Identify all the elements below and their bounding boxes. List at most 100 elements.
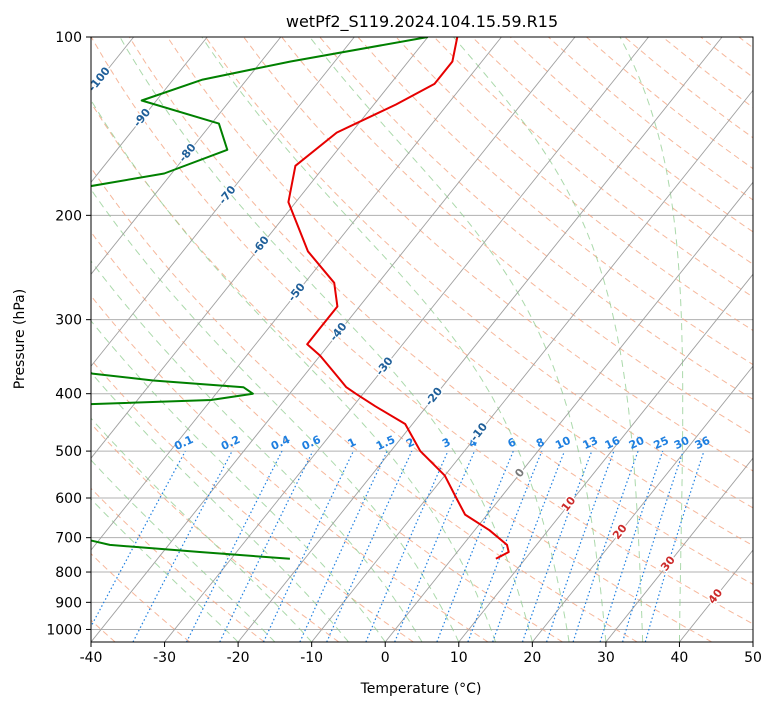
mixing-ratio-label: 1.5 xyxy=(374,433,397,453)
mixing-ratio-label: 25 xyxy=(652,434,671,452)
mixing-ratio-label: 6 xyxy=(506,435,519,450)
dry-adiabat xyxy=(205,37,753,509)
dewpoint-profile xyxy=(91,37,429,560)
moist-adiabat xyxy=(91,260,423,642)
skewed-isotherm xyxy=(91,37,429,459)
mixing-ratio-line xyxy=(326,450,413,642)
mixing-ratio-line xyxy=(186,450,283,642)
skewed-isotherm xyxy=(679,549,753,642)
dry-adiabat xyxy=(91,423,340,642)
x-tick-label: -10 xyxy=(300,650,323,666)
moist-adiabat xyxy=(91,188,460,642)
x-tick-label: 10 xyxy=(450,650,468,666)
mixing-ratio-label: 0.6 xyxy=(300,433,323,453)
dry-adiabat xyxy=(357,37,753,366)
x-tick-label: 50 xyxy=(744,650,762,666)
isotherm-label: -30 xyxy=(373,354,396,378)
dry-adiabat xyxy=(509,37,753,233)
x-tick-label: 40 xyxy=(671,650,689,666)
skewed-isotherm xyxy=(237,37,723,642)
mixing-ratio-label: 36 xyxy=(693,434,713,452)
isotherm-label: 10 xyxy=(559,494,579,514)
mixing-ratio-line xyxy=(436,450,514,642)
mixing-ratio-label: 16 xyxy=(603,434,623,452)
dry-adiabat xyxy=(471,37,753,265)
mixing-ratio-label: 13 xyxy=(581,434,600,452)
y-tick-label: 500 xyxy=(55,444,82,460)
y-tick-label: 100 xyxy=(55,30,82,46)
isotherm-label: -50 xyxy=(285,280,308,304)
dry-adiabat xyxy=(738,37,753,49)
mixing-ratio-line xyxy=(219,450,314,642)
moist-adiabat xyxy=(91,371,349,642)
mixing-ratio-label: 0.2 xyxy=(219,433,242,453)
isotherm-label: -100 xyxy=(86,64,114,94)
x-tick-label: 30 xyxy=(597,650,615,666)
mixing-ratio-line xyxy=(365,450,449,642)
mixing-ratio-line xyxy=(644,450,705,642)
dry-adiabat xyxy=(91,166,638,642)
isotherm-label: 20 xyxy=(610,521,630,541)
x-tick-label: 20 xyxy=(523,650,541,666)
moist-adiabat xyxy=(619,37,684,642)
mixing-ratio-label: 1 xyxy=(346,435,358,450)
dry-adiabat xyxy=(128,37,753,585)
mixing-ratio-line xyxy=(492,450,566,642)
y-tick-label: 800 xyxy=(55,565,82,581)
mixing-ratio-line xyxy=(572,450,639,642)
dry-adiabat xyxy=(91,37,753,625)
y-tick-label: 300 xyxy=(55,313,82,329)
x-tick-label: -20 xyxy=(227,650,250,666)
mixing-ratio-line xyxy=(521,450,593,642)
dry-adiabat xyxy=(91,487,265,642)
dry-adiabat xyxy=(319,37,753,400)
x-tick-label: 0 xyxy=(381,650,390,666)
y-axis-label: Pressure (hPa) xyxy=(12,289,28,389)
dry-adiabat xyxy=(91,358,414,642)
dry-adiabat xyxy=(395,37,753,332)
mixing-ratio-line xyxy=(599,450,664,642)
mixing-ratio-line xyxy=(262,450,354,642)
skewed-isotherm xyxy=(164,37,649,642)
dry-adiabat xyxy=(91,295,489,642)
mixing-ratio-label: 20 xyxy=(627,434,647,452)
dry-adiabat xyxy=(662,37,753,109)
mixing-ratio-label: 10 xyxy=(553,434,573,452)
moist-adiabat xyxy=(309,37,607,642)
axes: -40 -30 -20 -10 0 10 20 30 40 5010020030040050060… xyxy=(46,30,762,666)
skewed-isotherm xyxy=(311,89,753,642)
dry-adiabat xyxy=(433,37,753,298)
dry-adiabat xyxy=(548,37,753,201)
y-tick-label: 700 xyxy=(55,531,82,547)
dry-adiabat xyxy=(91,231,563,642)
mixing-ratio-label: 30 xyxy=(672,434,692,452)
dry-adiabat xyxy=(91,553,191,642)
mixing-ratio-line xyxy=(299,450,388,642)
y-tick-label: 400 xyxy=(55,387,82,403)
mixing-ratio-line xyxy=(394,450,476,642)
mixing-ratio-line xyxy=(91,450,186,628)
skewed-isotherm xyxy=(531,365,753,642)
skewed-isotherm xyxy=(91,37,576,642)
mixing-ratio-label: 3 xyxy=(440,435,452,450)
mixing-ratio-line xyxy=(546,450,615,642)
x-axis-label: Temperature (°C) xyxy=(360,681,482,697)
y-tick-label: 900 xyxy=(55,595,82,611)
moist-adiabat xyxy=(91,498,239,642)
dry-adiabat xyxy=(91,101,713,642)
y-tick-label: 600 xyxy=(55,491,82,507)
isotherm-label: -20 xyxy=(423,384,446,408)
skewed-isotherm xyxy=(0,37,60,642)
mixing-ratio-line xyxy=(467,450,543,642)
isotherm-label: -90 xyxy=(131,106,154,130)
skewed-isotherm xyxy=(91,37,502,551)
skewed-isotherm xyxy=(91,37,355,367)
isotherm-label: -40 xyxy=(327,320,350,344)
y-tick-label: 1000 xyxy=(46,622,82,638)
skewed-isotherm xyxy=(91,37,282,275)
isotherm-label: -70 xyxy=(216,183,239,207)
y-tick-label: 200 xyxy=(55,208,82,224)
skewed-isotherm xyxy=(458,273,753,642)
mixing-ratio-label: 0.4 xyxy=(269,433,292,453)
